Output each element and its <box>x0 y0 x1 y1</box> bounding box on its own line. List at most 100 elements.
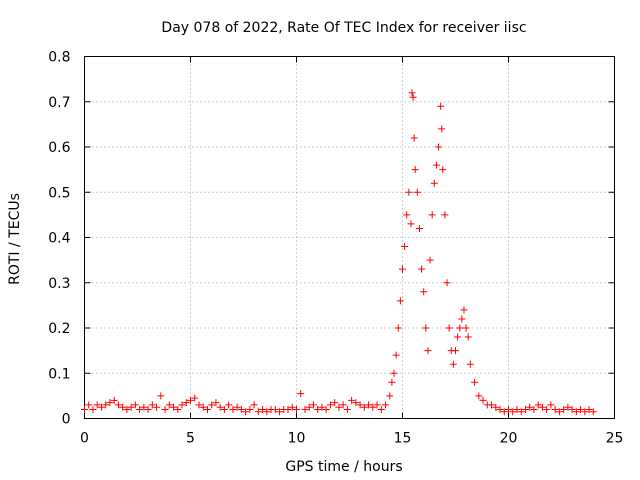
x-tick-label: 10 <box>288 431 306 447</box>
data-point <box>140 403 148 411</box>
data-point <box>331 399 339 407</box>
data-point <box>420 288 428 296</box>
data-point <box>405 188 413 196</box>
data-point <box>237 405 245 413</box>
y-tick-label: 0.1 <box>48 366 70 382</box>
data-points <box>81 89 597 416</box>
data-point <box>399 265 406 273</box>
data-point <box>505 405 512 413</box>
data-point <box>526 403 534 411</box>
data-point <box>577 405 585 413</box>
data-point <box>460 306 468 314</box>
data-point <box>309 401 317 409</box>
data-point <box>97 403 105 411</box>
data-point <box>246 405 254 413</box>
data-point <box>401 243 409 251</box>
data-point <box>191 394 199 402</box>
data-point <box>435 143 443 151</box>
data-point <box>343 405 351 413</box>
data-point <box>89 405 97 413</box>
data-point <box>547 401 555 409</box>
data-point <box>538 403 546 411</box>
data-point <box>377 405 385 413</box>
data-point <box>560 405 568 413</box>
data-point <box>418 265 426 273</box>
data-point <box>106 399 114 407</box>
data-point <box>439 166 447 174</box>
data-point <box>407 220 415 228</box>
data-point <box>445 324 453 332</box>
data-point <box>382 401 390 409</box>
data-point <box>93 401 101 409</box>
data-point <box>589 408 597 416</box>
y-tick-label: 0.4 <box>48 231 70 247</box>
data-point <box>568 405 576 413</box>
data-point <box>203 405 211 413</box>
data-point <box>443 279 451 287</box>
data-point <box>263 408 271 416</box>
data-point <box>530 405 538 413</box>
data-point <box>441 211 449 219</box>
data-point <box>408 89 416 97</box>
data-point <box>161 405 169 413</box>
data-point <box>271 405 279 413</box>
data-point <box>284 405 292 413</box>
data-point <box>212 399 220 407</box>
data-point <box>426 256 434 264</box>
data-point <box>114 401 122 409</box>
x-tick-label: 25 <box>606 431 624 447</box>
data-point <box>131 401 139 409</box>
x-axis-label: GPS time / hours <box>285 459 402 475</box>
data-point <box>305 403 313 411</box>
data-point <box>233 403 241 411</box>
data-point <box>136 405 144 413</box>
data-point <box>335 403 343 411</box>
data-point <box>452 347 459 355</box>
data-point <box>144 405 152 413</box>
data-point <box>352 399 360 407</box>
data-point <box>199 403 207 411</box>
data-point <box>572 408 580 416</box>
data-point <box>564 403 572 411</box>
data-point <box>229 405 237 413</box>
data-point <box>250 401 258 409</box>
data-point <box>410 134 418 142</box>
data-point <box>479 396 487 404</box>
data-point <box>148 401 156 409</box>
data-point <box>276 408 284 416</box>
data-point <box>242 408 250 416</box>
data-point <box>153 403 161 411</box>
y-tick-label: 0.8 <box>48 50 70 66</box>
data-point <box>462 324 470 332</box>
data-point <box>458 315 466 323</box>
data-point <box>409 93 417 101</box>
data-point <box>369 403 377 411</box>
data-point <box>437 102 445 110</box>
data-point <box>293 405 300 413</box>
data-point <box>386 392 394 400</box>
data-point <box>475 392 483 400</box>
data-point <box>301 405 309 413</box>
data-point <box>464 333 472 341</box>
data-point <box>85 401 93 409</box>
data-point <box>585 405 593 413</box>
data-point <box>178 401 186 409</box>
data-point <box>339 401 347 409</box>
data-point <box>220 405 228 413</box>
data-point <box>360 403 368 411</box>
data-point <box>390 369 398 377</box>
data-point <box>449 360 457 368</box>
y-tick-label: 0.7 <box>48 95 70 111</box>
data-point <box>187 396 194 404</box>
data-point <box>119 403 127 411</box>
data-point <box>208 401 216 409</box>
data-point <box>322 405 330 413</box>
data-point <box>500 408 508 416</box>
data-point <box>373 401 381 409</box>
grid-lines <box>84 56 615 419</box>
data-point <box>413 188 421 196</box>
data-point <box>127 403 135 411</box>
data-point <box>555 408 563 416</box>
data-point <box>157 392 165 400</box>
